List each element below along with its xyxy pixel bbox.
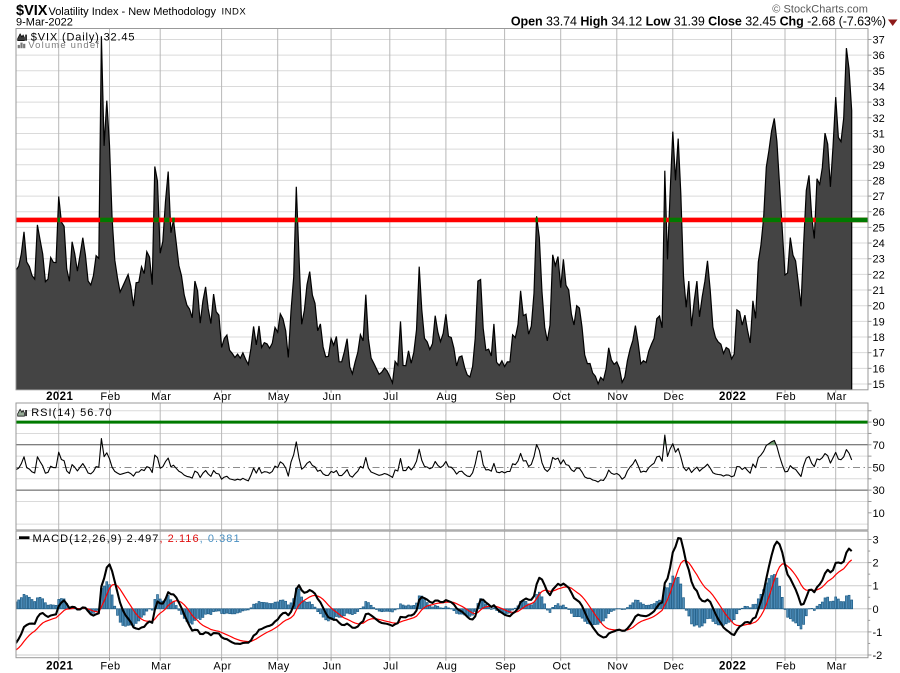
svg-text:Open 33.74 High 34.12 Low 31.3: Open 33.74 High 34.12 Low 31.39 Close 32… [511, 15, 886, 29]
svg-text:Sep: Sep [495, 660, 516, 672]
svg-text:-1: -1 [873, 627, 883, 639]
svg-text:30: 30 [873, 485, 885, 497]
svg-text:3: 3 [873, 535, 879, 547]
svg-text:Aug: Aug [437, 660, 458, 672]
svg-text:29: 29 [873, 160, 885, 172]
svg-text:22: 22 [873, 269, 885, 281]
svg-text:Oct: Oct [553, 391, 571, 403]
svg-text:INDX: INDX [222, 7, 247, 18]
svg-text:Feb: Feb [776, 660, 796, 672]
svg-text:25: 25 [873, 222, 885, 234]
svg-text:$VIX: $VIX [16, 3, 48, 19]
svg-text:26: 26 [873, 207, 885, 219]
svg-text:Oct: Oct [553, 660, 571, 672]
svg-text:2021: 2021 [46, 660, 73, 672]
svg-text:Volatility Index - New Methodo: Volatility Index - New Methodology [49, 6, 217, 18]
svg-text:27: 27 [873, 191, 885, 203]
svg-text:10: 10 [873, 508, 885, 520]
svg-text:2: 2 [873, 558, 879, 570]
svg-text:2022: 2022 [719, 391, 746, 403]
svg-text:Mar: Mar [151, 660, 171, 672]
svg-text:Apr: Apr [213, 391, 231, 403]
svg-text:-2: -2 [873, 650, 883, 662]
svg-text:Nov: Nov [607, 391, 628, 403]
svg-text:34: 34 [873, 81, 885, 93]
svg-text:2022: 2022 [719, 660, 746, 672]
svg-text:RSI(14) 56.70: RSI(14) 56.70 [31, 407, 112, 419]
svg-text:Mar: Mar [827, 391, 847, 403]
svg-text:$VIX (Daily) 32.45: $VIX (Daily) 32.45 [31, 31, 136, 43]
svg-text:90: 90 [873, 417, 885, 429]
svg-text:Nov: Nov [607, 660, 628, 672]
svg-text:28: 28 [873, 175, 885, 187]
svg-text:Jun: Jun [323, 660, 342, 672]
svg-text:Mar: Mar [151, 391, 171, 403]
svg-text:Dec: Dec [663, 660, 684, 672]
svg-text:2021: 2021 [46, 391, 73, 403]
svg-text:Dec: Dec [663, 391, 684, 403]
svg-text:31: 31 [873, 128, 885, 140]
svg-text:Jul: Jul [383, 660, 398, 672]
svg-text:1: 1 [873, 581, 879, 593]
svg-text:Mar: Mar [827, 660, 847, 672]
svg-text:Apr: Apr [213, 660, 231, 672]
svg-text:20: 20 [873, 301, 885, 313]
svg-text:50: 50 [873, 462, 885, 474]
svg-text:9-Mar-2022: 9-Mar-2022 [16, 16, 73, 28]
svg-text:36: 36 [873, 50, 885, 62]
svg-text:Aug: Aug [437, 391, 458, 403]
svg-text:70: 70 [873, 440, 885, 452]
svg-text:21: 21 [873, 285, 885, 297]
svg-text:23: 23 [873, 254, 885, 266]
svg-text:Jul: Jul [383, 391, 398, 403]
svg-text:May: May [268, 660, 290, 672]
svg-text:MACD(12,26,9) 2.497, 2.116, 0.: MACD(12,26,9) 2.497, 2.116, 0.381 [33, 533, 241, 545]
svg-text:24: 24 [873, 238, 885, 250]
svg-text:Feb: Feb [776, 391, 796, 403]
svg-text:33: 33 [873, 97, 885, 109]
svg-text:16: 16 [873, 363, 885, 375]
svg-text:17: 17 [873, 348, 885, 360]
svg-text:© StockCharts.com: © StockCharts.com [772, 3, 868, 15]
svg-text:18: 18 [873, 332, 885, 344]
svg-text:15: 15 [873, 379, 885, 391]
svg-text:Sep: Sep [495, 391, 516, 403]
svg-text:Feb: Feb [100, 660, 120, 672]
svg-text:19: 19 [873, 316, 885, 328]
svg-text:0: 0 [873, 604, 879, 616]
svg-text:Volume undef: Volume undef [28, 40, 100, 51]
svg-text:32: 32 [873, 113, 885, 125]
svg-text:37: 37 [873, 34, 885, 46]
svg-text:Jun: Jun [323, 391, 342, 403]
svg-text:35: 35 [873, 66, 885, 78]
svg-text:Feb: Feb [100, 391, 120, 403]
svg-text:30: 30 [873, 144, 885, 156]
svg-text:May: May [268, 391, 290, 403]
